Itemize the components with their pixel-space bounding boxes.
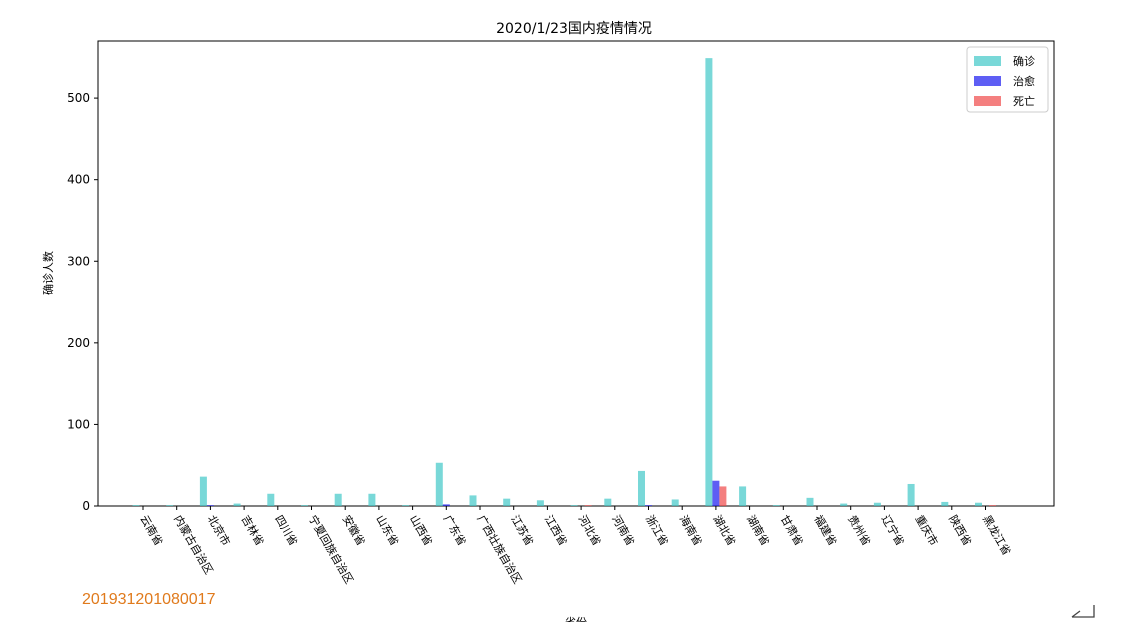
return-arrow-icon: [1071, 605, 1095, 618]
x-tick-label: 云南省: [137, 513, 165, 548]
x-tick-label: 湖北省: [710, 513, 738, 548]
y-tick-label: 400: [67, 173, 90, 187]
x-tick-label: 四川省: [272, 513, 300, 548]
bar-确诊-江西省: [536, 500, 544, 506]
bar-死亡-河北省: [584, 505, 592, 506]
bar-确诊-福建省: [806, 497, 814, 506]
bar-确诊-云南省: [132, 505, 140, 506]
x-tick-label: 陕西省: [946, 513, 975, 549]
legend-label: 死亡: [1013, 94, 1035, 108]
y-axis: 0 100 200 300 400 500: [67, 91, 98, 513]
x-tick-label: 江苏省: [508, 513, 536, 548]
x-tick-label: 北京市: [205, 513, 234, 549]
bar-确诊-广西壮族自治区: [469, 495, 477, 506]
bar-确诊-贵州省: [840, 503, 848, 506]
bar-治愈-广东省: [442, 504, 450, 506]
x-tick-label: 贵州省: [845, 513, 873, 548]
bar-死亡-湖北省: [719, 486, 727, 506]
bar-确诊-陕西省: [941, 501, 949, 506]
y-tick-label: 200: [67, 336, 90, 350]
x-axis-label: 省份: [565, 616, 587, 622]
x-tick-label: 湖南省: [744, 513, 772, 548]
bar-确诊-湖北省: [705, 58, 713, 506]
watermark-id: 201931201080017: [82, 591, 216, 608]
plot-area: [97, 40, 1055, 507]
bar-确诊-广东省: [435, 462, 443, 506]
x-tick-label: 广东省: [441, 513, 469, 548]
y-tick-label: 300: [67, 254, 90, 268]
bar-治愈-湖北省: [712, 480, 720, 506]
bar-确诊-吉林省: [233, 503, 241, 506]
x-tick-label: 江西省: [542, 513, 570, 548]
bar-确诊-辽宁省: [873, 502, 881, 506]
bar-确诊-内蒙古自治区: [166, 505, 174, 506]
bar-治愈-北京市: [206, 505, 214, 506]
bar-确诊-海南省: [671, 499, 679, 506]
x-tick-label: 吉林省: [239, 513, 268, 549]
bar-确诊-江苏省: [503, 498, 511, 506]
x-tick-label: 安徽省: [340, 513, 369, 549]
x-tick-label: 山东省: [373, 513, 401, 548]
y-tick-label: 500: [67, 91, 90, 105]
bar-确诊-湖南省: [739, 486, 747, 506]
bar-确诊-浙江省: [638, 470, 645, 506]
bar-确诊-安徽省: [334, 493, 342, 506]
x-tick-label: 河南省: [609, 513, 637, 548]
bar-确诊-山东省: [368, 493, 376, 506]
y-tick-label: 0: [82, 499, 90, 513]
x-tick-label: 浙江省: [643, 513, 671, 548]
x-tick-label: 黑龙江省: [980, 513, 1013, 558]
x-tick-label: 甘肃省: [778, 513, 806, 548]
legend-swatch: [974, 96, 1001, 106]
chart-title: 2020/1/23国内疫情情况: [496, 21, 652, 37]
x-tick-label: 山西省: [407, 513, 435, 548]
x-tick-label: 河北省: [576, 513, 604, 548]
bar-确诊-四川省: [267, 493, 275, 506]
bar-确诊-宁夏回族自治区: [301, 505, 308, 506]
x-tick-label: 重庆市: [913, 513, 942, 549]
bar-确诊-黑龙江省: [975, 502, 982, 506]
bar-确诊-甘肃省: [772, 505, 780, 506]
bar-确诊-河北省: [570, 505, 578, 506]
bar-确诊-山西省: [402, 505, 410, 506]
legend-swatch: [974, 56, 1001, 66]
y-tick-label: 100: [67, 417, 90, 431]
bar-确诊-北京市: [199, 476, 207, 506]
plot-frame: [97, 40, 1055, 507]
bar-确诊-河南省: [604, 498, 612, 506]
legend-label: 确诊: [1013, 54, 1035, 68]
x-tick-label: 辽宁省: [879, 513, 908, 549]
legend-label: 治愈: [1013, 74, 1035, 88]
bar-治愈-浙江省: [645, 505, 652, 506]
x-tick-label: 福建省: [811, 513, 840, 549]
y-axis-label: 确诊人数: [41, 251, 55, 295]
legend-swatch: [974, 76, 1001, 86]
bar-死亡-黑龙江省: [989, 505, 996, 506]
bar-确诊-重庆市: [907, 483, 915, 506]
x-tick-label: 海南省: [677, 513, 706, 549]
